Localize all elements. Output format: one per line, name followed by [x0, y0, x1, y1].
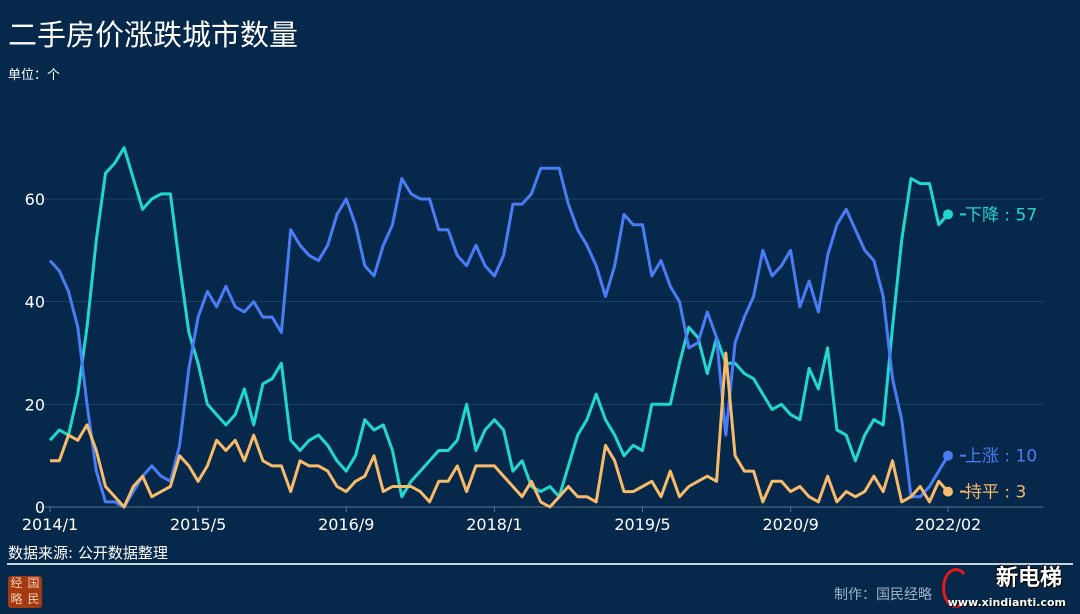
unit-label: 单位：个 — [8, 68, 61, 83]
brand-url: www.xindianti.com — [947, 596, 1066, 609]
brand-name: 新电梯 — [995, 566, 1062, 591]
y-tick-label: 60 — [25, 190, 45, 209]
series-line-下降 — [48, 146, 950, 499]
y-tick-label: 20 — [25, 395, 45, 414]
line-chart: 0 20 40 60 2014/1 2015/5 2016/9 2018/1 2019/5 202… — [22, 146, 1043, 534]
brand-logo: 新电梯 www.xindianti.com — [940, 566, 1070, 612]
x-tick-label: 2022/02 — [915, 515, 981, 534]
seal-char: 略 — [10, 592, 23, 606]
x-tick-label: 2020/9 — [762, 515, 818, 534]
series-end-point — [943, 209, 953, 220]
seal-logo: 经 国 略 民 — [8, 576, 42, 608]
x-tick-label: 2019/5 — [614, 515, 670, 534]
series-end-label: 持平 : 3 — [965, 483, 1026, 503]
y-tick-label: 0 — [35, 498, 45, 517]
x-tick-label: 2015/5 — [170, 515, 226, 534]
y-tick-label: 40 — [25, 293, 45, 312]
series-line-上涨 — [48, 166, 950, 509]
series-line-持平 — [50, 351, 950, 509]
seal-char: 民 — [27, 592, 40, 606]
series-end-point — [943, 486, 953, 497]
series-end-label: 下降 : 57 — [965, 205, 1037, 225]
chart-title: 二手房价涨跌城市数量 — [8, 18, 299, 52]
seal-char: 国 — [27, 576, 40, 590]
x-tick-label: 2016/9 — [318, 515, 374, 534]
divider — [7, 563, 1073, 565]
x-tick-label: 2018/1 — [466, 515, 522, 534]
seal-char: 经 — [10, 576, 23, 590]
x-tick-label: 2014/1 — [22, 515, 78, 534]
maker-credit: 制作：国民经略 — [834, 587, 932, 603]
data-source: 数据来源: 公开数据整理 — [8, 544, 168, 562]
brand-mark-icon — [942, 568, 970, 608]
series-end-label: 上涨 : 10 — [965, 447, 1037, 467]
series-end-point — [943, 450, 953, 461]
